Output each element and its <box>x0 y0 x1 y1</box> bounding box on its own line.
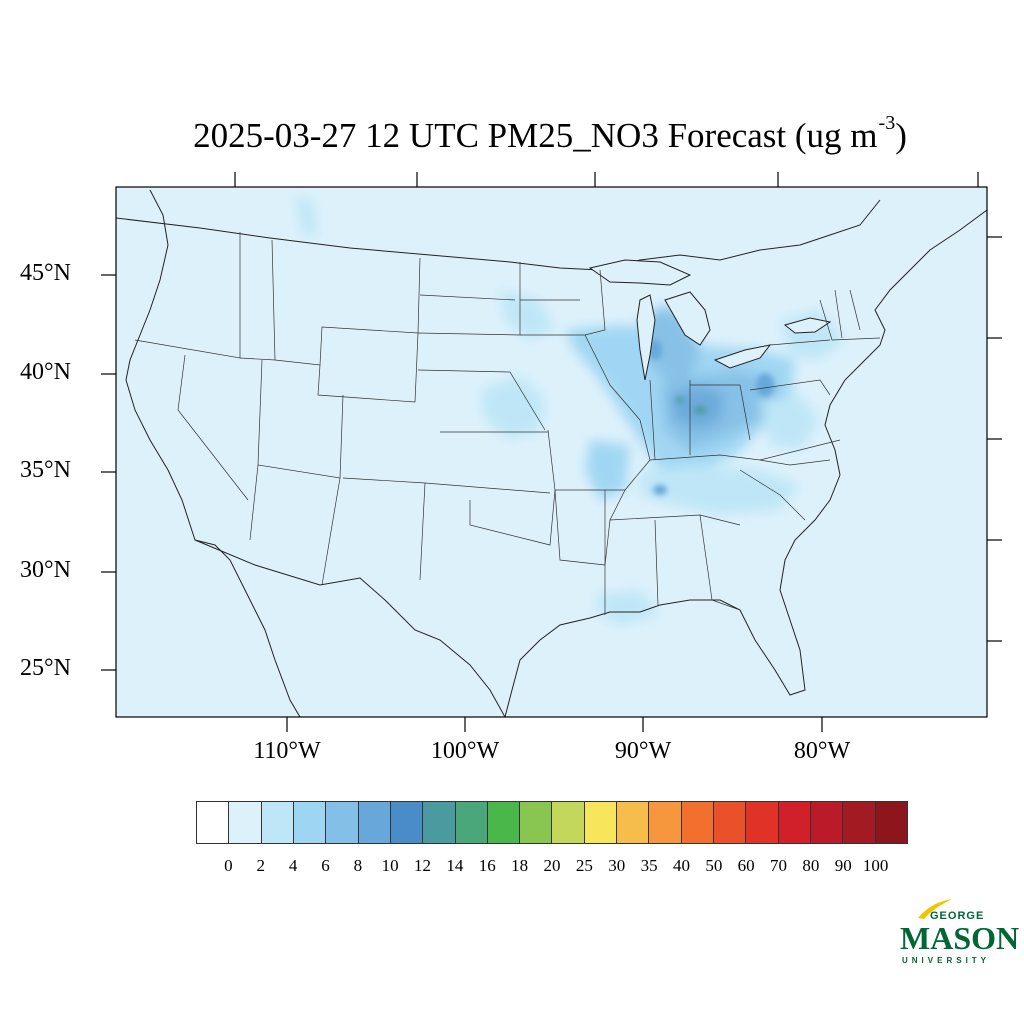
lat-label-25: 25°N <box>20 655 71 681</box>
colorbar-swatch <box>681 802 714 843</box>
colorbar-label: 40 <box>672 856 690 875</box>
colorbar-swatch <box>649 802 682 843</box>
colorbar-swatch <box>714 802 747 843</box>
mississippi-patch <box>585 440 630 500</box>
colorbar-swatch <box>875 802 907 843</box>
lon-label-90: 90°W <box>614 738 672 764</box>
logo-george: GEORGE <box>930 910 985 922</box>
colorbar-label: 12 <box>414 856 432 875</box>
logo-university: UNIVERSITY <box>902 956 991 965</box>
montana-patch <box>296 195 318 238</box>
colorbar-label: 2 <box>256 856 265 875</box>
colorbar-swatch <box>261 802 294 843</box>
colorbar-label: 18 <box>511 856 529 875</box>
colorbar-swatch <box>390 802 424 843</box>
colorbar-label: 6 <box>321 856 330 875</box>
mid-atlantic-patch <box>760 395 820 450</box>
colorbar <box>196 801 908 844</box>
colorbar-label: 70 <box>770 856 788 875</box>
colorbar-swatch <box>778 802 811 843</box>
colorbar-swatch <box>746 802 779 843</box>
lat-label-35: 35°N <box>20 457 71 483</box>
logo-mason: MASON <box>900 920 1020 956</box>
colorbar-label: 25 <box>575 856 593 875</box>
colorbar-swatch <box>520 802 553 843</box>
lon-label-100: 100°W <box>430 738 500 764</box>
colorbar-label: 35 <box>640 856 658 875</box>
southeast-patch <box>640 465 800 515</box>
colorbar-label: 0 <box>224 856 233 875</box>
state-lines <box>134 232 881 615</box>
logo-swoosh-icon <box>918 899 952 919</box>
colorbar-label: 16 <box>478 856 496 875</box>
colorbar-swatch <box>552 802 585 843</box>
lon-label-110: 110°W <box>253 738 321 764</box>
lat-label-30: 30°N <box>20 557 71 583</box>
dakota-patch <box>500 290 555 340</box>
colorbar-swatch <box>293 802 327 843</box>
gulf-patch <box>595 590 660 625</box>
colorbar-label: 80 <box>802 856 820 875</box>
map-background <box>116 187 987 717</box>
colorbar-label: 14 <box>446 856 464 875</box>
map-ticks <box>101 172 1002 732</box>
colorbar-swatch <box>358 802 391 843</box>
colorbar-swatch <box>810 802 844 843</box>
plains-patch <box>480 375 545 440</box>
colorbar-label: 8 <box>353 856 363 875</box>
lat-label-40: 40°N <box>20 359 71 385</box>
colorbar-swatch <box>843 802 876 843</box>
colorbar-swatch <box>455 802 488 843</box>
colorbar-label: 60 <box>737 856 755 875</box>
colorbar-label: 90 <box>834 856 852 875</box>
colorbar-swatch <box>487 802 521 843</box>
colorbar-label: 4 <box>288 856 298 875</box>
map-frame <box>115 186 988 718</box>
colorbar-swatch <box>584 802 618 843</box>
colorbar-swatch <box>617 802 650 843</box>
map-title: 2025-03-27 12 UTC PM25_NO3 Forecast (ug … <box>193 112 907 155</box>
colorbar-swatch <box>423 802 456 843</box>
colorbar-label: 50 <box>705 856 723 875</box>
great-lakes <box>588 259 832 381</box>
gmu-logo: GEORGE MASON UNIVERSITY <box>896 898 1019 970</box>
colorbar-label: 100 <box>862 856 889 875</box>
colorbar-swatch <box>229 802 262 843</box>
concentration-hotspots <box>648 340 774 495</box>
lon-label-80: 80°W <box>793 738 851 764</box>
colorbar-label: 30 <box>608 856 626 875</box>
lat-label-45: 45°N <box>20 260 71 286</box>
colorbar-swatch <box>197 802 230 843</box>
colorbar-label: 10 <box>381 856 399 875</box>
colorbar-swatch <box>326 802 359 843</box>
colorbar-label: 20 <box>543 856 561 875</box>
